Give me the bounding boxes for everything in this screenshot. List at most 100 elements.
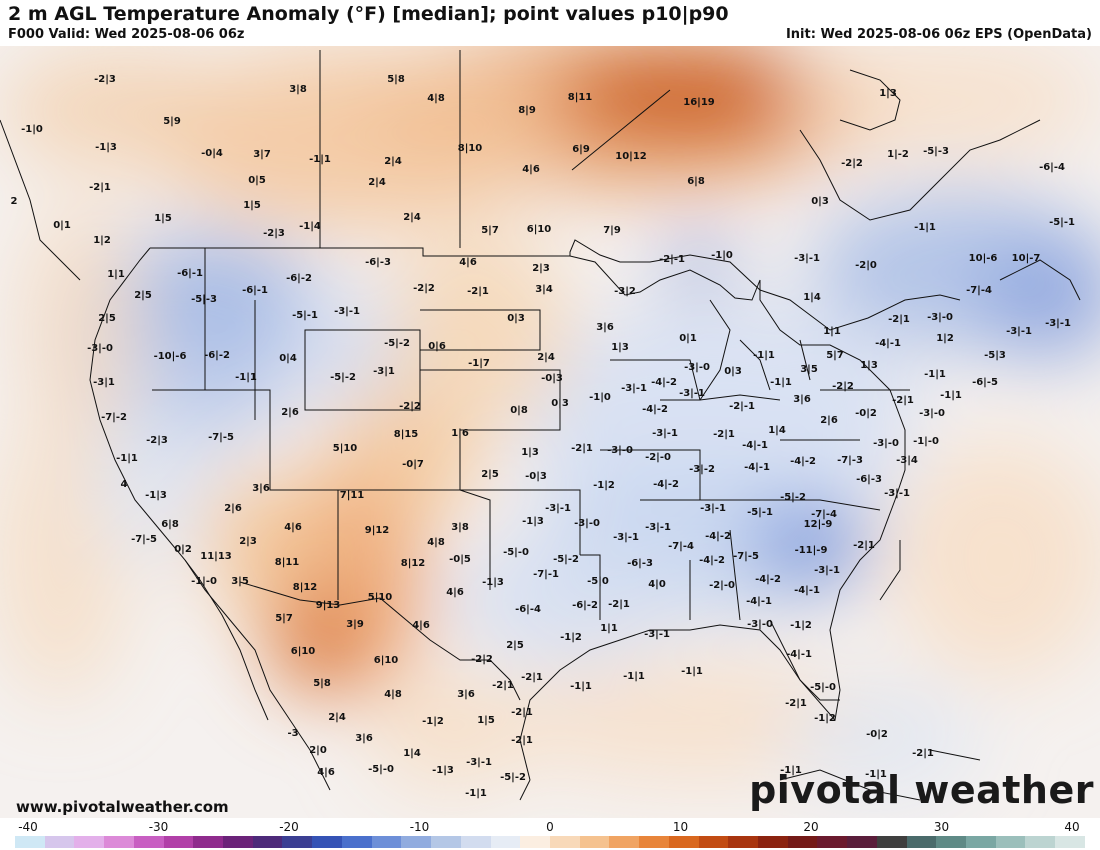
point-value-label: -2|3 bbox=[146, 435, 168, 446]
point-value-label: -3|-1 bbox=[644, 629, 670, 640]
point-value-label: -0|5 bbox=[449, 554, 471, 565]
point-value-label: -1|1 bbox=[940, 390, 962, 401]
point-value-label: 1|1 bbox=[823, 326, 841, 337]
point-value-label: 3|6 bbox=[793, 394, 811, 405]
point-value-label: -5|-3 bbox=[191, 294, 217, 305]
map-title: 2 m AGL Temperature Anomaly (°F) [median… bbox=[8, 3, 729, 25]
point-value-label: -1|1 bbox=[309, 154, 331, 165]
point-value-label: 6|10 bbox=[374, 655, 399, 666]
point-value-label: -3|-1 bbox=[700, 503, 726, 514]
point-value-label: 0|1 bbox=[53, 220, 71, 231]
point-value-label: -1|1 bbox=[623, 671, 645, 682]
point-value-label: -6|-4 bbox=[1039, 162, 1065, 173]
color-scale-swatch bbox=[104, 836, 134, 848]
color-scale-swatch bbox=[817, 836, 848, 848]
color-scale-swatch bbox=[906, 836, 937, 848]
point-value-label: 9|13 bbox=[316, 600, 341, 611]
color-scale-swatch bbox=[371, 836, 402, 848]
point-value-label: -2|1 bbox=[511, 735, 533, 746]
point-value-label: -2|1 bbox=[492, 680, 514, 691]
point-value-label: -6|-1 bbox=[177, 268, 203, 279]
color-scale-swatch bbox=[252, 836, 283, 848]
point-value-label: -3|-1 bbox=[645, 522, 671, 533]
point-value-label: -2|3 bbox=[263, 228, 285, 239]
point-value-label: -1|1 bbox=[235, 372, 257, 383]
color-scale-swatch bbox=[668, 836, 699, 848]
color-scale-swatch bbox=[847, 836, 877, 848]
point-value-label: -2|1 bbox=[912, 748, 934, 759]
point-value-label: 1|1 bbox=[600, 623, 618, 634]
point-value-label: 8|12 bbox=[401, 558, 426, 569]
point-value-label: -5|-3 bbox=[923, 146, 949, 157]
point-value-label: -1|1 bbox=[865, 769, 887, 780]
color-scale-swatch bbox=[341, 836, 372, 848]
point-value-label: -4|-1 bbox=[794, 585, 820, 596]
point-value-label: 1|5 bbox=[243, 200, 261, 211]
point-value-label: -1|4 bbox=[299, 221, 321, 232]
point-value-label: -0|3 bbox=[541, 373, 563, 384]
point-value-label: 2 bbox=[11, 196, 18, 207]
point-value-label: -1|-0 bbox=[913, 436, 939, 447]
point-value-label: -4|-1 bbox=[746, 596, 772, 607]
point-value-label: 0|8 bbox=[510, 405, 528, 416]
color-scale-swatch bbox=[757, 836, 788, 848]
point-value-label: -3|-1 bbox=[794, 253, 820, 264]
point-value-label: -3|-1 bbox=[621, 383, 647, 394]
point-value-label: 6|9 bbox=[572, 144, 590, 155]
point-value-label: -5|-0 bbox=[503, 547, 529, 558]
point-value-label: -7|-5 bbox=[733, 551, 759, 562]
point-value-label: -5|-2 bbox=[500, 772, 526, 783]
point-value-label: -2|2 bbox=[471, 654, 493, 665]
point-value-label: 3|8 bbox=[289, 84, 307, 95]
point-value-label: -1|1 bbox=[465, 788, 487, 799]
init-time: Init: Wed 2025-08-06 06z EPS (OpenData) bbox=[785, 27, 1092, 42]
color-scale-swatch bbox=[698, 836, 729, 848]
point-value-label: -5|-2 bbox=[553, 554, 579, 565]
point-value-label: 1|6 bbox=[451, 428, 469, 439]
point-value-label: -2|2 bbox=[399, 401, 421, 412]
color-scale-swatch bbox=[460, 836, 491, 848]
point-value-label: -5|-2 bbox=[384, 338, 410, 349]
point-value-label: -4|-2 bbox=[705, 531, 731, 542]
point-value-label: 1|-2 bbox=[887, 149, 909, 160]
point-value-label: -1|1 bbox=[770, 377, 792, 388]
point-value-label: -4|-1 bbox=[744, 462, 770, 473]
point-value-label: 2|5 bbox=[481, 469, 499, 480]
point-value-label: 8|11 bbox=[568, 92, 593, 103]
color-scale-swatch bbox=[639, 836, 669, 848]
point-value-label: 8|9 bbox=[518, 105, 536, 116]
point-value-label: -6|-4 bbox=[515, 604, 541, 615]
color-scale-tick-label: -40 bbox=[18, 820, 38, 834]
point-value-label: 12|-9 bbox=[804, 519, 833, 530]
point-value-label: -3|-0 bbox=[927, 312, 953, 323]
point-value-label: 0|3 bbox=[811, 196, 829, 207]
point-value-label: -1|3 bbox=[432, 765, 454, 776]
point-value-label: 4|8 bbox=[427, 537, 445, 548]
point-value-label: 1|2 bbox=[93, 235, 111, 246]
point-value-label: -1|7 bbox=[468, 358, 490, 369]
point-value-label: -1|1 bbox=[681, 666, 703, 677]
point-value-label: 6|10 bbox=[291, 646, 316, 657]
point-value-label: 2|4 bbox=[537, 352, 555, 363]
point-value-label: -1|1 bbox=[570, 681, 592, 692]
color-scale-swatch bbox=[579, 836, 610, 848]
color-scale-swatch bbox=[728, 836, 758, 848]
point-value-label: -3|-1 bbox=[884, 488, 910, 499]
anomaly-map: -2|3 3|8 5|8 4|8 8|9 8|11 16|19 -1|0 5|9 -1|3 -0|4… bbox=[0, 46, 1100, 818]
point-value-label: -6|-2 bbox=[286, 273, 312, 284]
point-value-label: -2|1 bbox=[853, 540, 875, 551]
point-value-label: -5|-2 bbox=[780, 492, 806, 503]
point-value-label: -7|-3 bbox=[837, 455, 863, 466]
point-value-label: -4|-1 bbox=[875, 338, 901, 349]
color-scale-swatch bbox=[193, 836, 224, 848]
point-value-label: 4|6 bbox=[446, 587, 464, 598]
point-value-label: -6|-2 bbox=[204, 350, 230, 361]
point-value-label: 8|12 bbox=[293, 582, 318, 593]
color-scale-swatch bbox=[223, 836, 253, 848]
point-value-label: 2|3 bbox=[239, 536, 257, 547]
point-value-label: -1|2 bbox=[790, 620, 812, 631]
point-value-label: -2|-1 bbox=[729, 401, 755, 412]
point-value-label: -3|-1 bbox=[1006, 326, 1032, 337]
color-scale-tick-label: 10 bbox=[672, 820, 689, 834]
point-value-label: 3|7 bbox=[253, 149, 271, 160]
